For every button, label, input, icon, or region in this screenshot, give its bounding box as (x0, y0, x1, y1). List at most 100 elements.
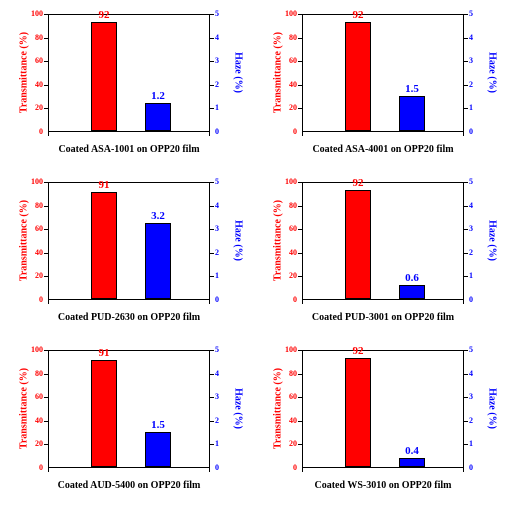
transmittance-value: 92 (89, 9, 119, 21)
right-tick-mark (210, 61, 214, 62)
chart-panel: 920.6020406080100012345Transmittance (%)… (262, 176, 506, 338)
haze-bar (145, 103, 171, 131)
left-tick-label: 0 (39, 128, 43, 136)
left-tick-label: 80 (289, 34, 297, 42)
left-tick-mark (44, 229, 48, 230)
plot-area: 920.4 (302, 350, 464, 468)
right-tick-label: 2 (215, 249, 219, 257)
right-tick-label: 2 (469, 81, 473, 89)
left-tick-label: 60 (35, 57, 43, 65)
left-tick-label: 0 (39, 296, 43, 304)
right-axis-label: Haze (%) (487, 201, 498, 281)
right-axis-label: Haze (%) (487, 33, 498, 113)
right-tick-label: 0 (469, 464, 473, 472)
left-tick-label: 20 (35, 272, 43, 280)
transmittance-bar (91, 192, 117, 299)
right-tick-label: 1 (215, 272, 219, 280)
haze-bar (399, 285, 425, 299)
right-tick-label: 1 (469, 104, 473, 112)
chart-panel: 913.2020406080100012345Transmittance (%)… (8, 176, 252, 338)
left-tick-mark (298, 38, 302, 39)
right-tick-mark (210, 276, 214, 277)
plot-area: 921.5 (302, 14, 464, 132)
left-tick-mark (298, 108, 302, 109)
left-tick-label: 100 (31, 178, 43, 186)
haze-bar (145, 432, 171, 467)
haze-value: 0.4 (397, 445, 427, 457)
left-tick-mark (44, 444, 48, 445)
right-tick-mark (464, 182, 468, 183)
x-tick-mark (463, 468, 464, 472)
left-tick-mark (44, 182, 48, 183)
right-tick-mark (464, 206, 468, 207)
right-tick-label: 2 (469, 249, 473, 257)
left-tick-label: 80 (35, 370, 43, 378)
panel-caption: Coated PUD-3001 on OPP20 film (302, 312, 464, 323)
left-tick-mark (298, 397, 302, 398)
left-tick-label: 100 (31, 10, 43, 18)
x-tick-mark (302, 468, 303, 472)
left-axis-label: Transmittance (%) (19, 359, 30, 459)
chart-grid: 921.2020406080100012345Transmittance (%)… (8, 8, 506, 506)
chart-panel: 921.5020406080100012345Transmittance (%)… (262, 8, 506, 170)
right-tick-label: 4 (215, 202, 219, 210)
right-tick-label: 1 (215, 104, 219, 112)
right-tick-label: 5 (215, 346, 219, 354)
right-tick-mark (464, 397, 468, 398)
x-tick-mark (48, 132, 49, 136)
right-tick-mark (210, 444, 214, 445)
right-tick-label: 0 (469, 128, 473, 136)
right-tick-mark (210, 253, 214, 254)
right-tick-label: 3 (469, 57, 473, 65)
left-axis-label: Transmittance (%) (19, 191, 30, 291)
left-tick-label: 40 (289, 249, 297, 257)
right-tick-mark (210, 108, 214, 109)
left-tick-mark (298, 350, 302, 351)
right-tick-label: 4 (469, 370, 473, 378)
right-axis-label: Haze (%) (487, 369, 498, 449)
right-tick-mark (464, 421, 468, 422)
right-tick-mark (464, 229, 468, 230)
right-tick-mark (464, 253, 468, 254)
right-tick-mark (464, 374, 468, 375)
left-tick-mark (44, 14, 48, 15)
panel-caption: Coated PUD-2630 on OPP20 film (48, 312, 210, 323)
left-tick-mark (298, 276, 302, 277)
right-tick-label: 1 (215, 440, 219, 448)
right-axis-label: Haze (%) (233, 369, 244, 449)
right-tick-label: 5 (215, 10, 219, 18)
left-tick-mark (44, 397, 48, 398)
right-tick-mark (464, 276, 468, 277)
right-tick-label: 1 (469, 272, 473, 280)
right-axis-label: Haze (%) (233, 33, 244, 113)
right-tick-label: 2 (215, 417, 219, 425)
left-tick-label: 60 (289, 225, 297, 233)
panel-caption: Coated AUD-5400 on OPP20 film (48, 480, 210, 491)
left-tick-mark (298, 229, 302, 230)
left-tick-label: 80 (289, 202, 297, 210)
right-tick-mark (210, 421, 214, 422)
plot-area: 911.5 (48, 350, 210, 468)
left-tick-mark (44, 206, 48, 207)
haze-value: 1.5 (143, 419, 173, 431)
left-tick-label: 100 (285, 178, 297, 186)
right-tick-mark (210, 14, 214, 15)
right-tick-mark (464, 85, 468, 86)
left-tick-label: 0 (293, 464, 297, 472)
right-tick-mark (464, 38, 468, 39)
left-tick-mark (298, 206, 302, 207)
x-tick-mark (302, 132, 303, 136)
left-tick-label: 40 (35, 81, 43, 89)
right-tick-label: 2 (469, 417, 473, 425)
right-tick-mark (210, 229, 214, 230)
right-tick-label: 2 (215, 81, 219, 89)
x-tick-mark (209, 300, 210, 304)
right-tick-label: 0 (215, 464, 219, 472)
left-axis-label: Transmittance (%) (273, 359, 284, 459)
left-tick-mark (44, 276, 48, 277)
right-tick-label: 5 (469, 178, 473, 186)
left-tick-label: 20 (289, 104, 297, 112)
right-tick-label: 0 (215, 128, 219, 136)
plot-area: 913.2 (48, 182, 210, 300)
transmittance-value: 91 (89, 179, 119, 191)
